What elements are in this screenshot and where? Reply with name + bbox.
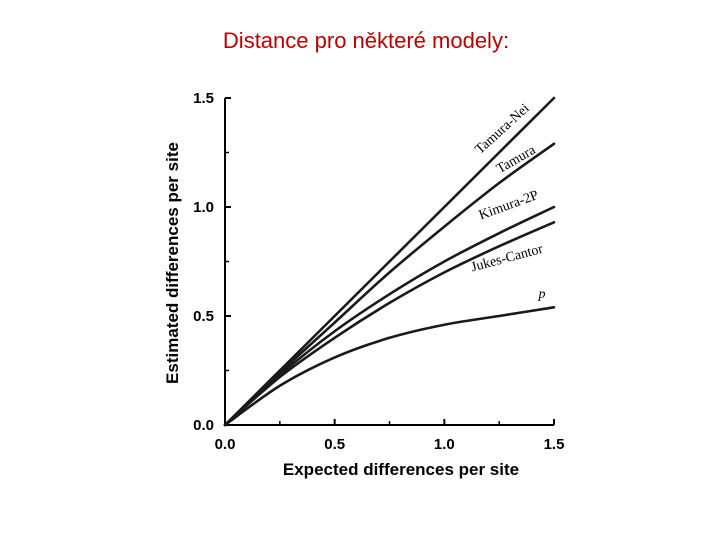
x-tick-label: 1.0	[434, 436, 455, 453]
series-line-tamura	[223, 142, 556, 427]
series-label-jukes-cantor: Jukes-Cantor	[469, 242, 545, 276]
y-tick-label: 1.0	[193, 199, 214, 216]
series-line-tamura-nei	[223, 96, 556, 427]
axes: 0.0 0.5 1.0 1.5 0.0 0.5 1.0 1.5	[193, 90, 564, 453]
y-tick-label: 1.5	[193, 90, 214, 107]
x-tick-label: 1.5	[544, 436, 565, 453]
curves	[223, 96, 556, 427]
series-line-jukes-cantor	[223, 220, 556, 427]
series-label-p: p	[538, 287, 546, 302]
x-tick-label: 0.5	[324, 436, 345, 453]
y-tick-label: 0.5	[193, 308, 214, 325]
series-line-kimura-2p	[223, 205, 556, 427]
y-tick-label: 0.0	[193, 417, 214, 434]
x-tick-label: 0.0	[215, 436, 236, 453]
x-axis-title: Expected differences per site	[283, 460, 519, 479]
y-axis-title: Estimated differences per site	[163, 142, 182, 384]
series-line-p	[223, 305, 556, 427]
slide-title: Distance pro některé modely:	[222, 28, 510, 53]
